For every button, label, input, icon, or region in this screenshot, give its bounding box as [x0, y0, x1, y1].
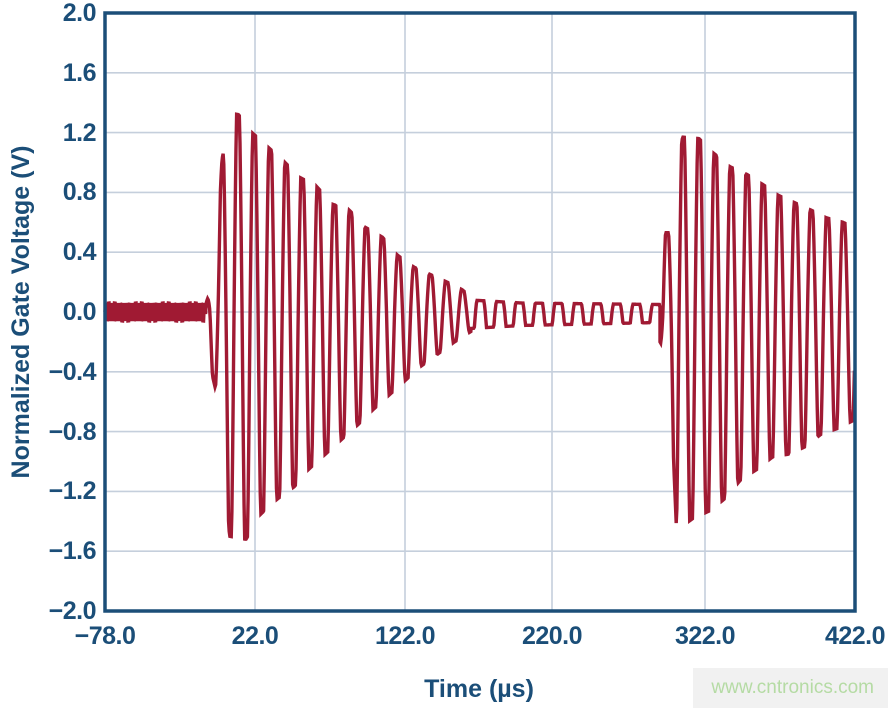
x-tick-label: 22.0 — [231, 622, 279, 650]
y-tick-label: −1.6 — [48, 537, 97, 566]
y-tick-label: 0.0 — [62, 298, 97, 326]
y-tick-label: −1.2 — [48, 477, 97, 506]
y-tick-label: 0.4 — [62, 238, 97, 267]
y-tick-label: 1.6 — [62, 58, 97, 87]
waveform-trace — [103, 112, 857, 541]
x-tick-label: 220.0 — [521, 622, 583, 650]
y-tick-label: 1.2 — [62, 118, 97, 147]
y-tick-label: −2.0 — [48, 597, 97, 625]
y-tick-label: 2.0 — [62, 0, 97, 27]
x-tick-label: 422.0 — [824, 622, 886, 650]
x-tick-label: 322.0 — [674, 622, 736, 650]
y-tick-label: −0.4 — [48, 357, 97, 386]
plot-border — [103, 11, 857, 613]
x-tick-label: −78.0 — [74, 622, 136, 650]
x-axis-title: Time (µs) — [424, 675, 534, 703]
y-tick-label: −0.8 — [48, 417, 97, 446]
y-axis-title: Normalized Gate Voltage (V) — [7, 145, 35, 479]
y-tick-label: 0.8 — [62, 178, 97, 207]
x-tick-label: 122.0 — [374, 622, 436, 650]
watermark-text: www.cntronics.com — [693, 668, 888, 708]
